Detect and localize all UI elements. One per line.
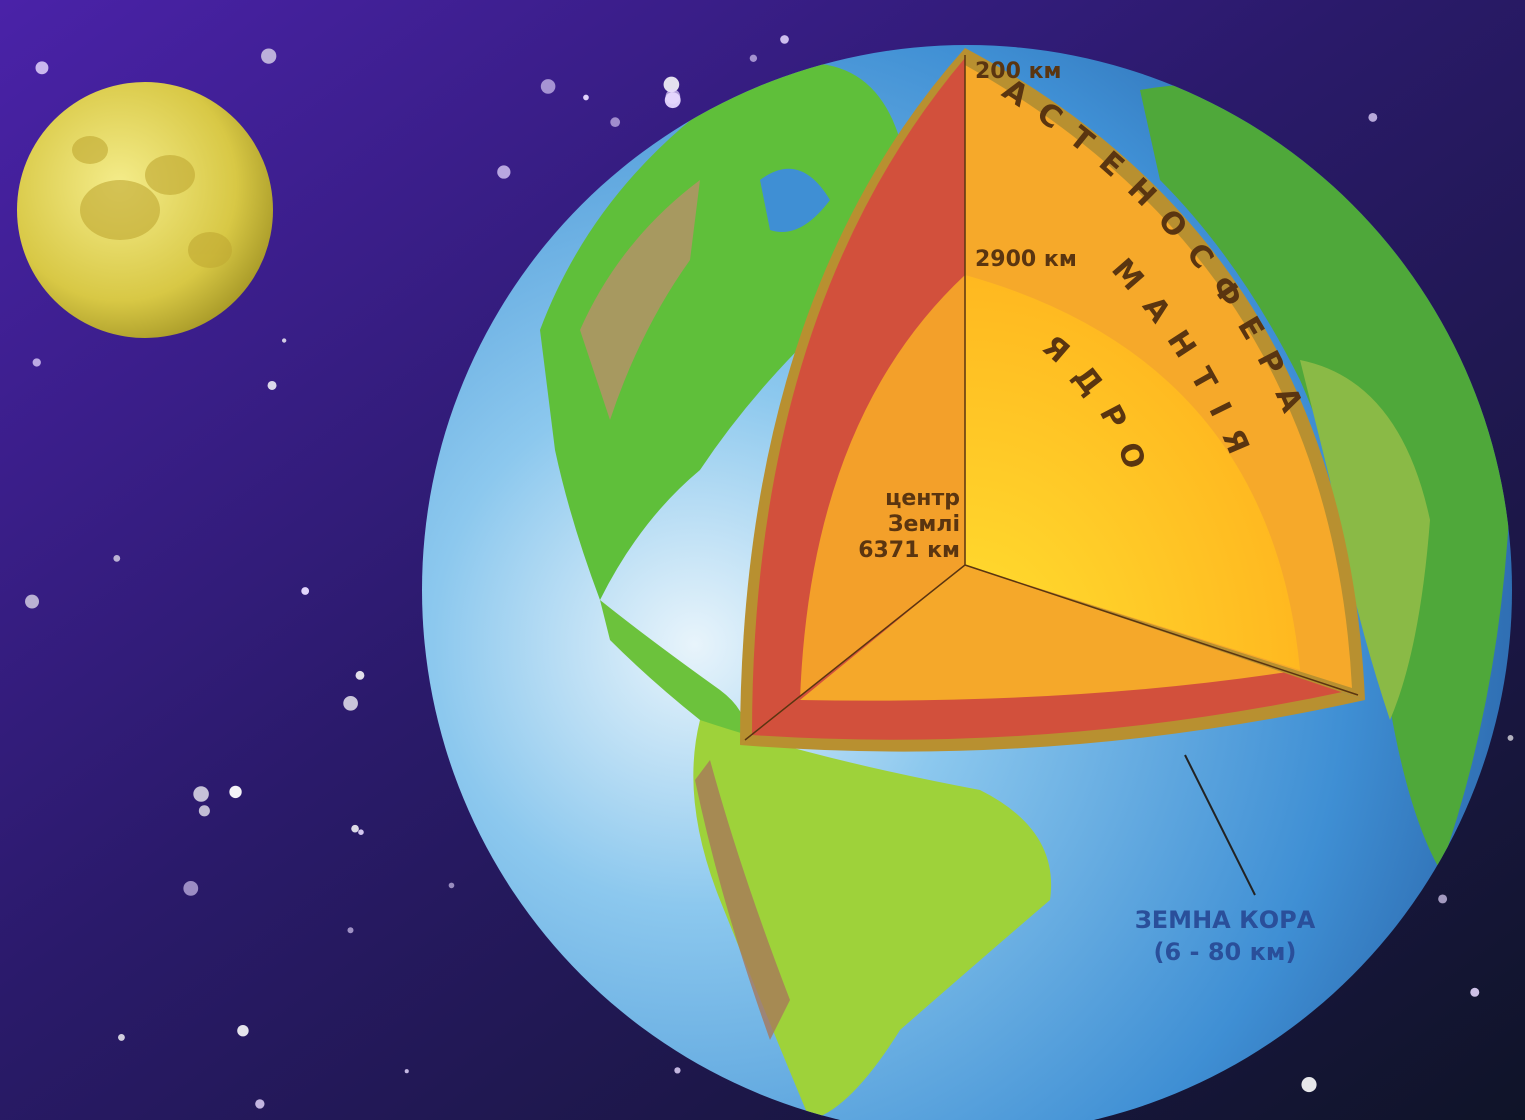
stars bbox=[25, 35, 1514, 1109]
star bbox=[674, 1067, 681, 1074]
star bbox=[665, 89, 681, 104]
star bbox=[1368, 113, 1378, 122]
star bbox=[1507, 734, 1514, 741]
center-line-3: 6371 км bbox=[858, 538, 960, 563]
asthenosphere-depth: 200 км bbox=[975, 59, 1062, 84]
crust-thickness: (6 - 80 км) bbox=[1154, 938, 1297, 966]
cutaway bbox=[740, 48, 1365, 896]
star bbox=[255, 1099, 265, 1109]
star bbox=[198, 805, 210, 817]
star bbox=[237, 1024, 249, 1037]
moon-craters bbox=[72, 136, 232, 268]
star bbox=[404, 1069, 409, 1074]
star bbox=[1470, 987, 1480, 997]
star bbox=[448, 882, 455, 889]
star bbox=[355, 670, 365, 680]
star bbox=[267, 380, 277, 390]
crust-label: ЗЕМНА КОРА bbox=[1135, 906, 1316, 934]
star bbox=[118, 1033, 125, 1041]
star bbox=[583, 94, 589, 101]
star bbox=[1438, 894, 1448, 904]
star bbox=[347, 927, 354, 934]
star bbox=[183, 881, 199, 896]
star bbox=[113, 554, 121, 562]
star bbox=[497, 165, 511, 179]
star bbox=[780, 35, 789, 44]
star bbox=[540, 79, 556, 94]
star bbox=[32, 358, 41, 367]
star bbox=[358, 829, 364, 835]
star bbox=[261, 48, 277, 64]
mantle-depth: 2900 км bbox=[975, 247, 1077, 272]
star bbox=[301, 587, 310, 595]
star bbox=[351, 824, 359, 833]
center-line-1: центр bbox=[885, 486, 960, 511]
star bbox=[1301, 1077, 1317, 1093]
star bbox=[610, 117, 621, 128]
star bbox=[281, 338, 287, 343]
center-line-2: Землі bbox=[888, 512, 960, 537]
star bbox=[193, 786, 209, 802]
star bbox=[343, 695, 358, 711]
star bbox=[229, 785, 242, 799]
star bbox=[749, 54, 758, 62]
star bbox=[663, 76, 680, 93]
star bbox=[35, 61, 49, 75]
star bbox=[25, 594, 40, 609]
